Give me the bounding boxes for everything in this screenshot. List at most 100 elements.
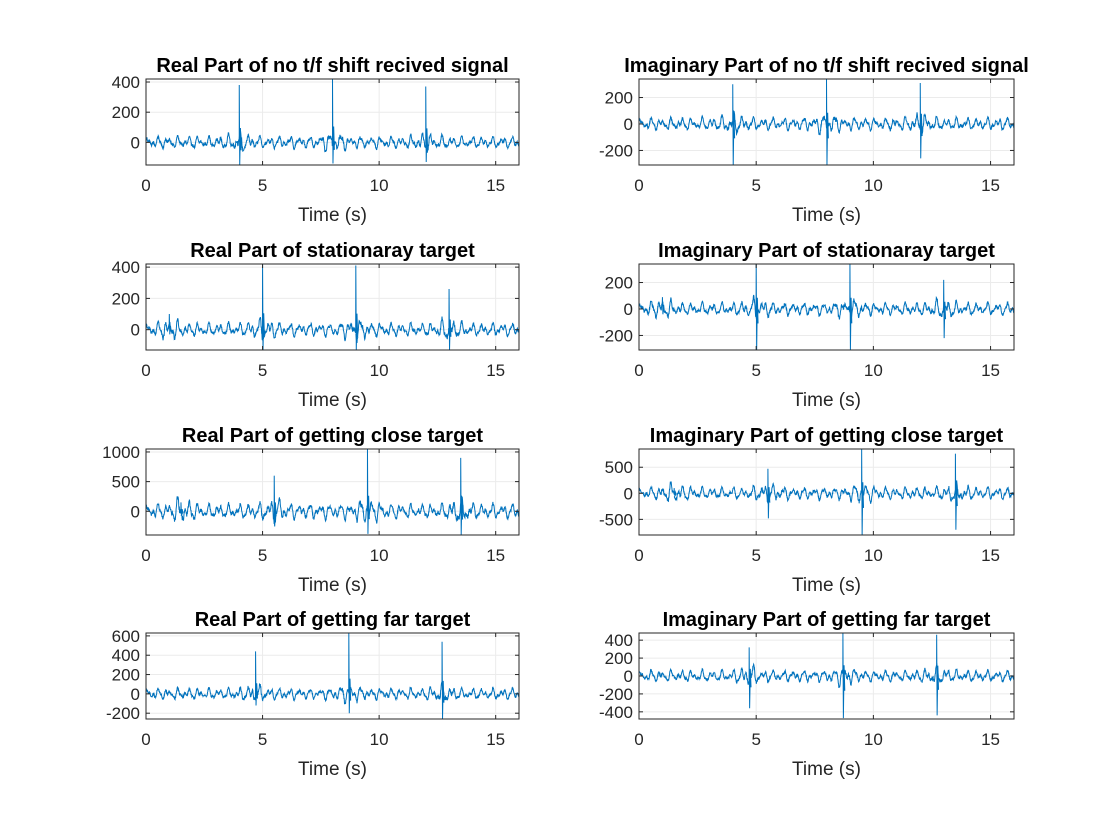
y-tick-label: 200 — [112, 289, 140, 308]
x-tick-label: 10 — [370, 176, 389, 195]
x-tick-label: 5 — [751, 176, 760, 195]
signal-line — [146, 264, 519, 350]
x-tick-label: 5 — [751, 730, 760, 749]
y-tick-label: 0 — [131, 502, 140, 521]
y-tick-label: 200 — [605, 274, 633, 293]
subplot-3: 0 5 10 15 0 200 400 Real Part of stationaray ta… — [112, 240, 520, 411]
x-tick-label: 0 — [141, 176, 150, 195]
x-tick-label: 10 — [864, 361, 883, 380]
x-axis-label: Time (s) — [298, 759, 367, 780]
axes-box — [145, 632, 520, 720]
y-tick-label: 400 — [112, 646, 140, 665]
subplot-5: 0 5 10 15 0 500 1000 Real Part of getting close… — [102, 425, 520, 596]
signal-line — [639, 79, 1014, 165]
x-tick-label: 0 — [141, 730, 150, 749]
x-axis-label: Time (s) — [792, 759, 861, 780]
x-tick-label: 15 — [486, 546, 505, 565]
chart-title: Real Part of getting close target — [182, 425, 484, 447]
y-tick-label: -200 — [599, 685, 633, 704]
y-tick-label: 500 — [605, 458, 633, 477]
x-tick-label: 5 — [258, 730, 267, 749]
x-axis-label: Time (s) — [792, 205, 861, 226]
x-tick-label: 15 — [981, 546, 1000, 565]
y-tick-label: 400 — [112, 73, 140, 92]
y-tick-label: 400 — [112, 258, 140, 277]
plot-area — [146, 264, 519, 350]
axes-box — [145, 448, 520, 536]
y-tick-label: 200 — [605, 649, 633, 668]
y-tick-label: 200 — [112, 103, 140, 122]
axes-box — [638, 448, 1015, 536]
y-tick-label: 400 — [605, 631, 633, 650]
y-tick-label: 500 — [112, 473, 140, 492]
x-tick-label: 0 — [634, 730, 643, 749]
x-tick-label: 10 — [370, 730, 389, 749]
y-tick-label: 0 — [624, 667, 633, 686]
y-tick-label: 0 — [624, 115, 633, 134]
x-tick-label: 15 — [981, 730, 1000, 749]
x-tick-label: 0 — [634, 546, 643, 565]
y-tick-label: -200 — [599, 326, 633, 345]
x-tick-label: 10 — [370, 546, 389, 565]
subplot-1: 0 5 10 15 0 200 400 Real Part of no t/f shift r… — [112, 55, 520, 226]
y-tick-label: 600 — [112, 627, 140, 646]
chart-title: Imaginary Part of no t/f shift recived s… — [624, 55, 1029, 77]
chart-title: Real Part of no t/f shift recived signal — [156, 55, 508, 77]
x-tick-label: 0 — [141, 361, 150, 380]
x-tick-label: 5 — [258, 176, 267, 195]
y-tick-label: 0 — [624, 484, 633, 503]
y-tick-label: 0 — [624, 300, 633, 319]
signal-line — [639, 449, 1014, 535]
signal-line — [146, 79, 519, 165]
x-axis-label: Time (s) — [792, 390, 861, 411]
plot-area — [146, 633, 519, 719]
plot-area — [146, 449, 519, 535]
y-tick-label: -500 — [599, 510, 633, 529]
y-tick-label: 200 — [112, 666, 140, 685]
chart-title: Imaginary Part of stationaray target — [658, 240, 995, 262]
x-axis-label: Time (s) — [298, 390, 367, 411]
axes-box — [145, 78, 520, 166]
chart-title: Imaginary Part of getting close target — [650, 425, 1004, 447]
x-tick-label: 10 — [864, 176, 883, 195]
y-tick-label: -400 — [599, 703, 633, 722]
x-tick-label: 0 — [634, 176, 643, 195]
y-tick-label: 0 — [131, 321, 140, 340]
x-tick-label: 5 — [751, 361, 760, 380]
y-tick-label: 0 — [131, 685, 140, 704]
y-tick-label: 0 — [131, 133, 140, 152]
y-tick-label: -200 — [106, 704, 140, 723]
x-axis-label: Time (s) — [298, 205, 367, 226]
x-tick-label: 15 — [486, 176, 505, 195]
signal-line — [639, 264, 1014, 350]
x-tick-label: 15 — [981, 361, 1000, 380]
signal-line — [639, 633, 1014, 719]
y-tick-label: -200 — [599, 141, 633, 160]
axes-box — [638, 263, 1015, 351]
x-tick-label: 15 — [486, 730, 505, 749]
x-tick-label: 10 — [864, 546, 883, 565]
x-tick-label: 5 — [751, 546, 760, 565]
x-tick-label: 15 — [981, 176, 1000, 195]
chart-title: Imaginary Part of getting far target — [663, 609, 991, 631]
signal-line — [146, 633, 519, 719]
chart-title: Real Part of getting far target — [195, 609, 471, 631]
x-tick-label: 5 — [258, 546, 267, 565]
x-tick-label: 10 — [864, 730, 883, 749]
signal-line — [146, 449, 519, 535]
x-tick-label: 5 — [258, 361, 267, 380]
chart-title: Real Part of stationaray target — [190, 240, 475, 262]
x-tick-label: 0 — [141, 546, 150, 565]
x-axis-label: Time (s) — [792, 575, 861, 596]
y-tick-label: 1000 — [102, 443, 140, 462]
x-tick-label: 10 — [370, 361, 389, 380]
x-tick-label: 15 — [486, 361, 505, 380]
axes-box — [145, 263, 520, 351]
axes-box — [638, 78, 1015, 166]
y-tick-label: 200 — [605, 89, 633, 108]
